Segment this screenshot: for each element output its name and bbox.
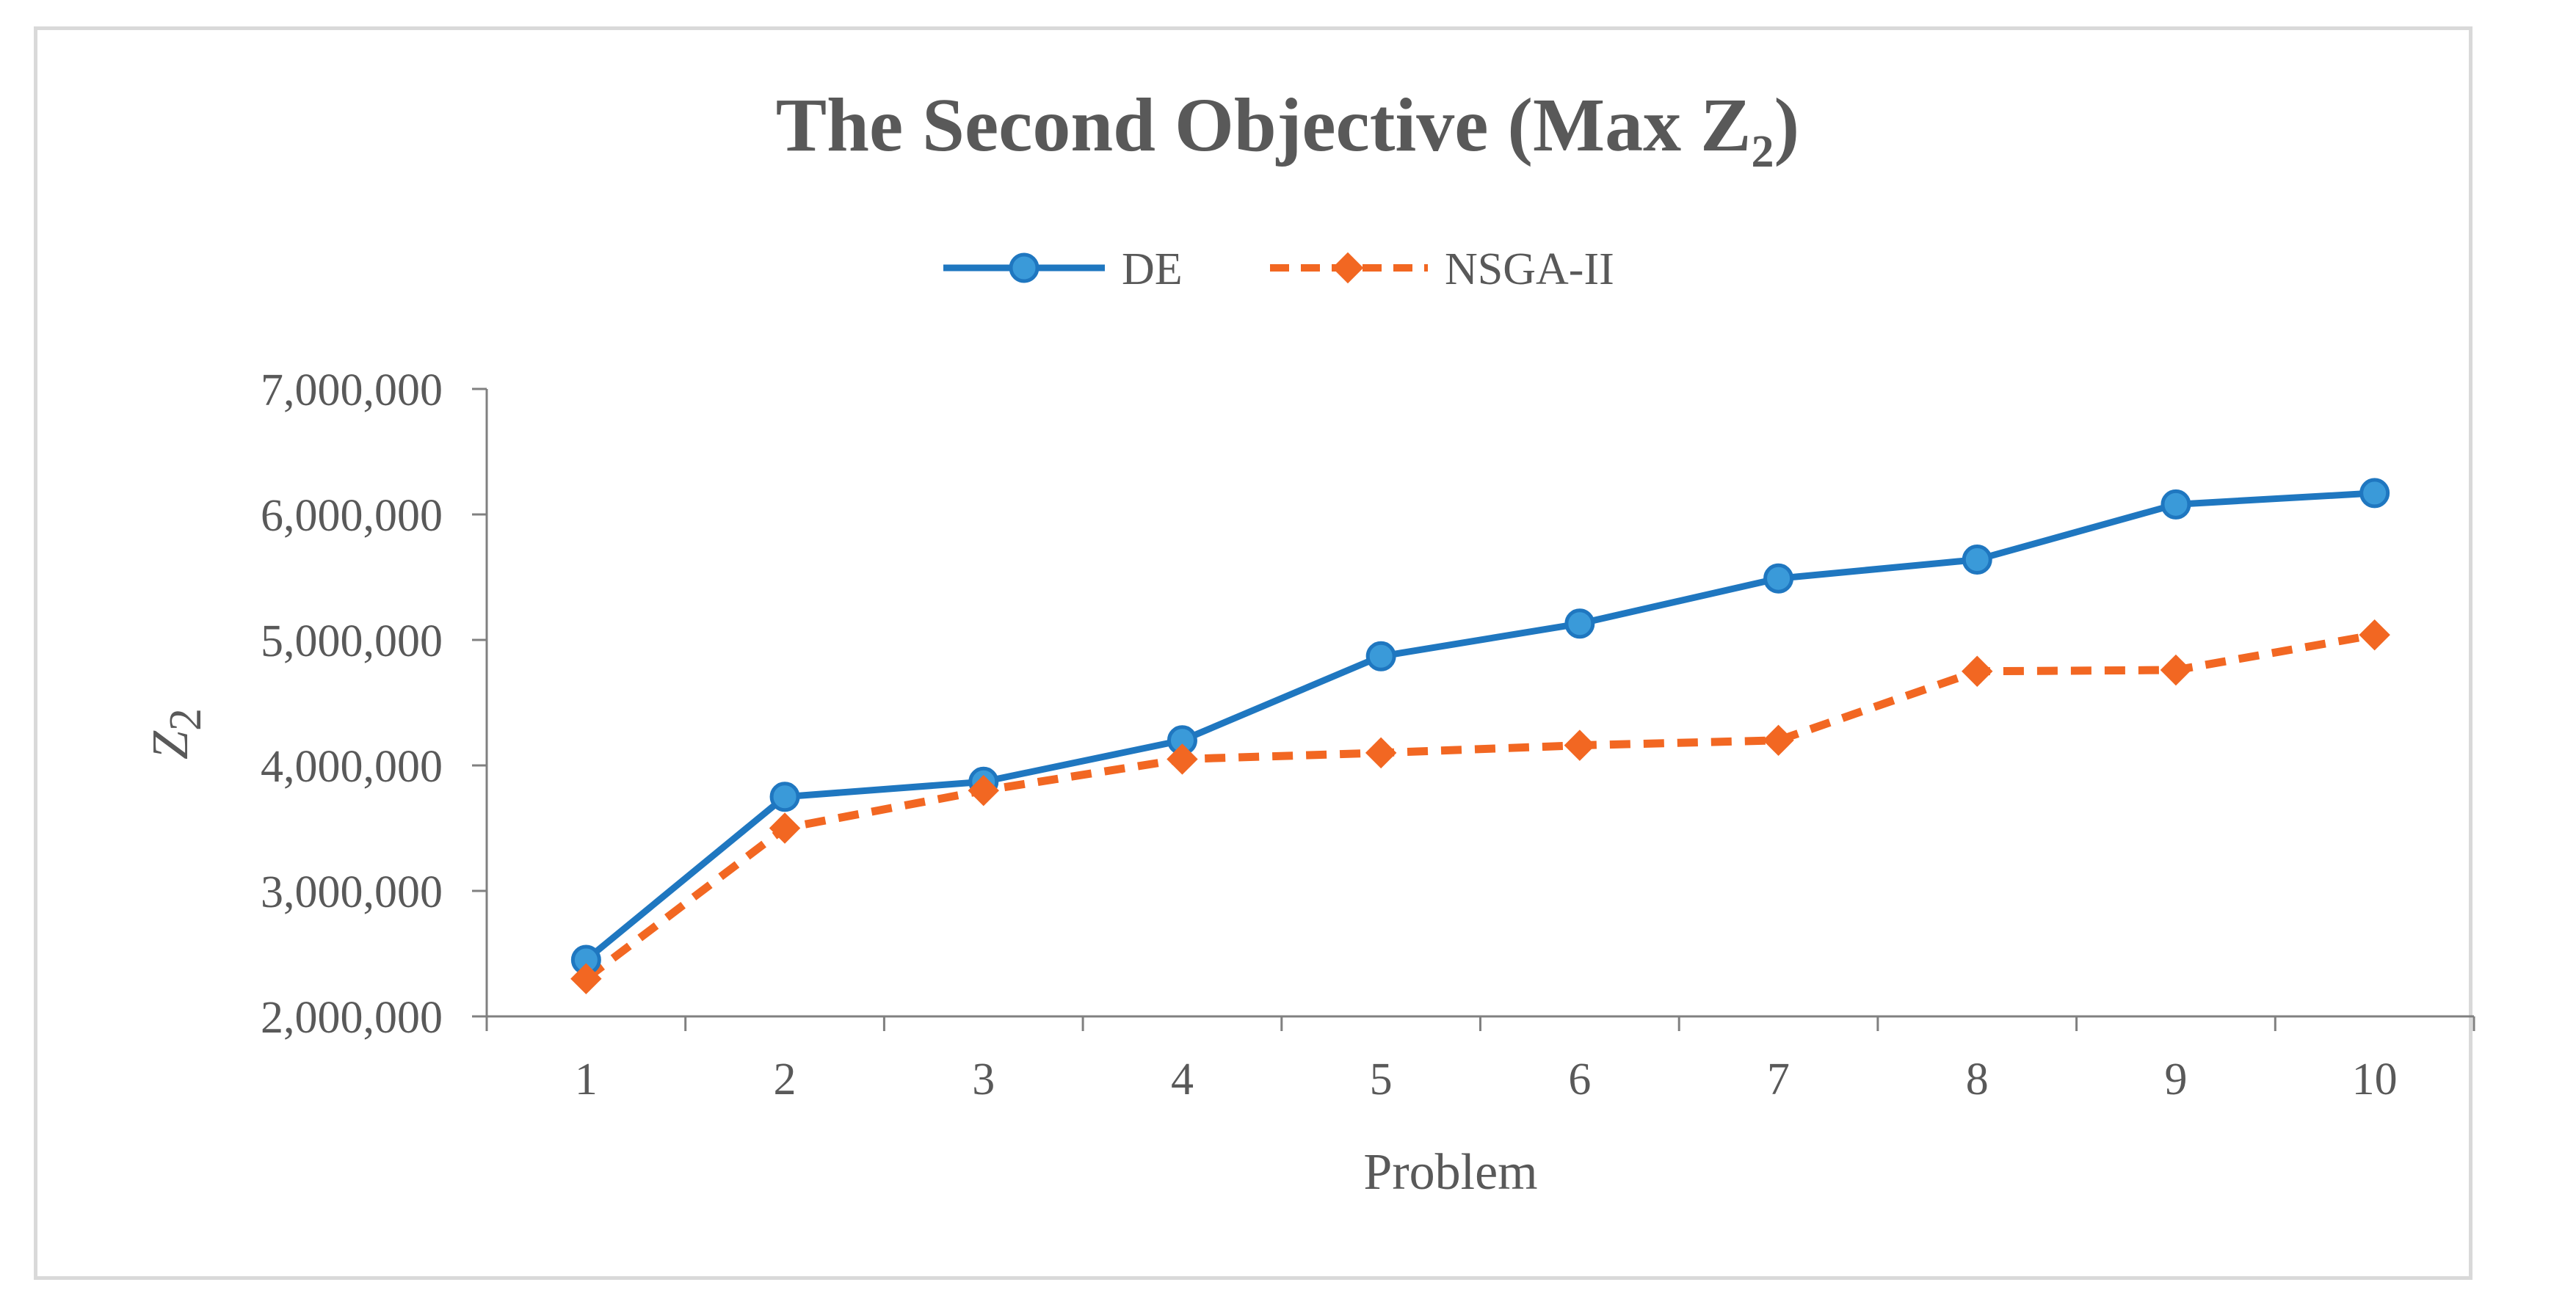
- data-point-nsga-ii: [1962, 655, 1993, 687]
- series-layer: [570, 478, 2390, 994]
- x-axis-label: Problem: [1363, 1144, 1537, 1201]
- x-tick-label: 10: [2352, 1055, 2398, 1104]
- series-line-de: [584, 489, 2375, 963]
- y-tick-label: 7,000,000: [261, 365, 443, 415]
- legend-label-nsga-ii: NSGA-II: [1445, 244, 1614, 294]
- y-ticks: 2,000,000 3,000,000 4,000,000 5,000,000 6,00…: [261, 365, 487, 1043]
- legend: DE NSGA-II: [943, 244, 1614, 294]
- x-ticks: 1 2 3 4 5 6 7 8 9 10: [485, 1016, 2475, 1104]
- y-axis-label: Z2: [142, 708, 211, 760]
- data-point-de: [2359, 478, 2390, 509]
- x-tick-label: 2: [774, 1055, 797, 1104]
- legend-item-nsga-ii: NSGA-II: [1270, 244, 1614, 294]
- data-point-de: [1365, 641, 1396, 671]
- chart-frame: [34, 26, 2472, 1280]
- data-point-nsga-ii: [968, 774, 999, 807]
- legend-label-de: DE: [1122, 244, 1183, 294]
- data-point-nsga-ii: [2160, 654, 2192, 686]
- legend-item-de: DE: [943, 244, 1183, 294]
- y-tick-label: 5,000,000: [261, 616, 443, 666]
- x-tick-label: 1: [575, 1055, 598, 1104]
- data-point-de: [1962, 545, 1992, 575]
- y-tick-label: 6,000,000: [261, 491, 443, 541]
- x-tick-label: 3: [972, 1055, 995, 1104]
- y-tick-label: 2,000,000: [261, 993, 443, 1043]
- data-point-nsga-ii: [1763, 724, 1794, 757]
- x-tick-label: 6: [1568, 1055, 1591, 1104]
- legend-marker-nsga-ii: [1332, 252, 1364, 284]
- x-tick-label: 7: [1767, 1055, 1790, 1104]
- series-line-nsga-ii: [584, 630, 2376, 983]
- x-tick-label: 5: [1370, 1055, 1393, 1104]
- y-tick-label: 4,000,000: [261, 742, 443, 792]
- x-tick-label: 4: [1171, 1055, 1194, 1104]
- data-point-nsga-ii: [769, 812, 801, 844]
- data-point-nsga-ii: [1564, 729, 1596, 761]
- legend-marker-de: [1009, 252, 1040, 283]
- x-tick-label: 8: [1966, 1055, 1989, 1104]
- chart-title: The Second Objective (Max Z2): [776, 83, 1799, 177]
- data-point-de: [769, 782, 800, 812]
- x-tick-label: 9: [2164, 1055, 2187, 1104]
- data-point-nsga-ii: [2359, 619, 2390, 651]
- data-point-de: [1763, 563, 1794, 594]
- y-tick-label: 3,000,000: [261, 867, 443, 917]
- data-point-nsga-ii: [570, 963, 602, 994]
- data-point-nsga-ii: [1365, 737, 1397, 769]
- data-point-de: [2160, 489, 2191, 520]
- data-point-de: [1564, 608, 1595, 639]
